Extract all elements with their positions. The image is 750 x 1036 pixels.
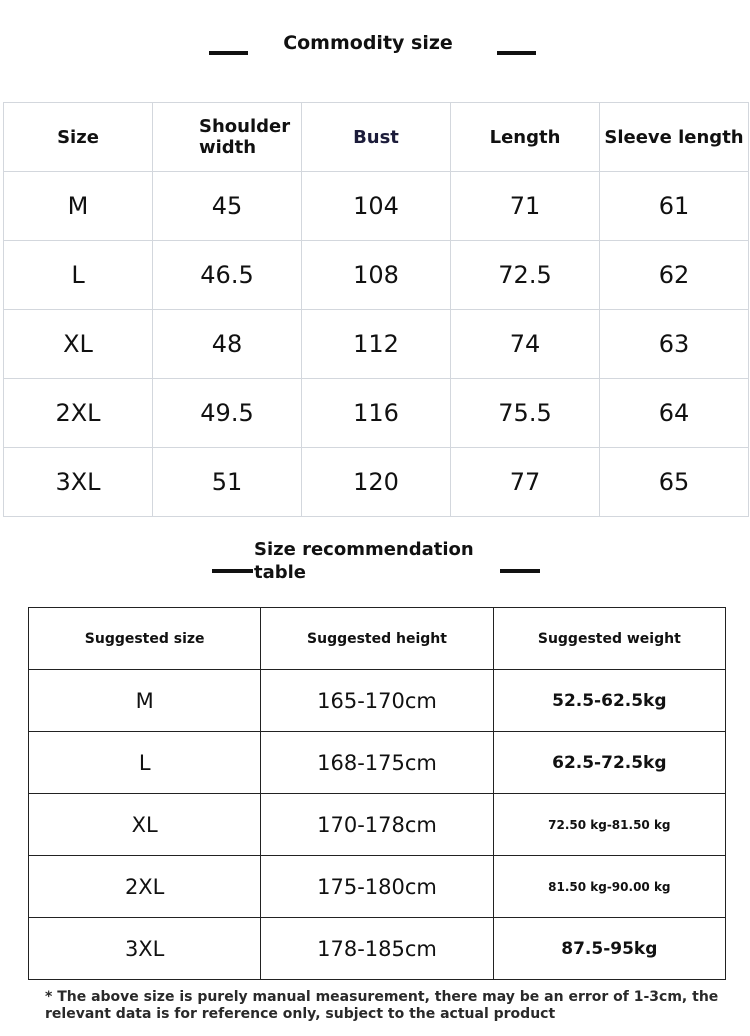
table-cell: 49.5 — [152, 378, 302, 448]
table-row: L 46.5 108 72.5 62 — [3, 240, 749, 310]
table-cell: 168-175cm — [260, 731, 494, 794]
table-cell: 64 — [599, 378, 749, 448]
table-cell: 175-180cm — [260, 855, 494, 918]
size-recommendation-title: Size recommendation table — [254, 538, 484, 584]
table-cell: 165-170cm — [260, 669, 494, 732]
table-row: 3XL 51 120 77 65 — [3, 447, 749, 517]
table-cell: 108 — [301, 240, 451, 310]
header-bust: Bust — [301, 102, 451, 172]
title-dash-left — [209, 51, 248, 55]
table-cell: 74 — [450, 309, 600, 379]
table-cell: M — [27, 669, 262, 732]
table-cell: 2XL — [27, 855, 262, 918]
table-cell: 71 — [450, 171, 600, 241]
table-row: 2XL 175-180cm 81.50 kg-90.00 kg — [27, 855, 727, 918]
table-cell: 72.5 — [450, 240, 600, 310]
table-cell: 81.50 kg-90.00 kg — [492, 855, 727, 918]
table-cell: 87.5-95kg — [492, 917, 727, 980]
commodity-size-title: Commodity size — [283, 32, 453, 54]
table-row: 2XL 49.5 116 75.5 64 — [3, 378, 749, 448]
table-cell: 77 — [450, 447, 600, 517]
table-row: XL 170-178cm 72.50 kg-81.50 kg — [27, 793, 727, 856]
table-row: 3XL 178-185cm 87.5-95kg — [27, 917, 727, 980]
table-cell: 48 — [152, 309, 302, 379]
size-recommendation-title-text: Size recommendation table — [254, 539, 474, 583]
table-cell: 61 — [599, 171, 749, 241]
table-cell: 170-178cm — [260, 793, 494, 856]
header-suggested-height: Suggested height — [260, 607, 494, 670]
header-sleeve-length: Sleeve length — [599, 102, 749, 172]
table-cell: 2XL — [3, 378, 153, 448]
size-recommendation-table: Suggested size Suggested height Suggeste… — [27, 607, 727, 980]
header-size: Size — [3, 102, 153, 172]
table-cell: 116 — [301, 378, 451, 448]
table-cell: XL — [27, 793, 262, 856]
table-cell: 62 — [599, 240, 749, 310]
table-cell: 120 — [301, 447, 451, 517]
table-cell: 45 — [152, 171, 302, 241]
table-cell: XL — [3, 309, 153, 379]
table-cell: 46.5 — [152, 240, 302, 310]
table-cell: 62.5-72.5kg — [492, 731, 727, 794]
header-suggested-size: Suggested size — [27, 607, 262, 670]
title-dash-left — [212, 569, 253, 573]
table-header-row: Suggested size Suggested height Suggeste… — [27, 607, 727, 670]
table-cell: L — [27, 731, 262, 794]
table-cell: 75.5 — [450, 378, 600, 448]
commodity-size-table: Size Shoulder width Bust Length Sleeve l… — [3, 102, 749, 517]
header-suggested-weight: Suggested weight — [492, 607, 727, 670]
table-cell: 178-185cm — [260, 917, 494, 980]
header-shoulder-width: Shoulder width — [152, 102, 302, 172]
header-length: Length — [450, 102, 600, 172]
table-cell: L — [3, 240, 153, 310]
table-row: L 168-175cm 62.5-72.5kg — [27, 731, 727, 794]
table-row: M 45 104 71 61 — [3, 171, 749, 241]
table-cell: 3XL — [3, 447, 153, 517]
table-cell: 65 — [599, 447, 749, 517]
table-cell: 52.5-62.5kg — [492, 669, 727, 732]
table-cell: 104 — [301, 171, 451, 241]
table-cell: 63 — [599, 309, 749, 379]
table-row: M 165-170cm 52.5-62.5kg — [27, 669, 727, 732]
table-cell: M — [3, 171, 153, 241]
title-dash-right — [497, 51, 536, 55]
table-cell: 72.50 kg-81.50 kg — [492, 793, 727, 856]
table-cell: 3XL — [27, 917, 262, 980]
table-cell: 112 — [301, 309, 451, 379]
footnote: * The above size is purely manual measur… — [45, 989, 719, 1022]
table-cell: 51 — [152, 447, 302, 517]
table-header-row: Size Shoulder width Bust Length Sleeve l… — [3, 102, 749, 172]
table-row: XL 48 112 74 63 — [3, 309, 749, 379]
title-dash-right — [500, 569, 540, 573]
